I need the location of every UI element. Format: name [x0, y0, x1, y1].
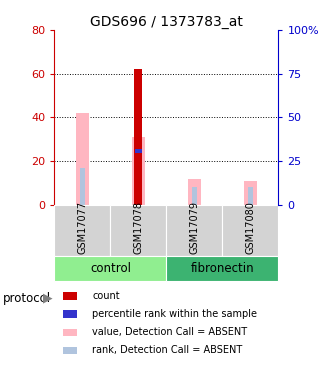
Text: rank, Detection Call = ABSENT: rank, Detection Call = ABSENT — [92, 345, 243, 355]
Text: percentile rank within the sample: percentile rank within the sample — [92, 309, 258, 319]
Bar — [110, 205, 166, 256]
Bar — [76, 113, 89, 205]
Bar — [248, 188, 253, 205]
Text: GSM17080: GSM17080 — [245, 201, 255, 254]
Bar — [54, 256, 166, 281]
Text: value, Detection Call = ABSENT: value, Detection Call = ABSENT — [92, 327, 248, 337]
Bar — [63, 347, 77, 354]
Bar — [63, 328, 77, 336]
Bar — [222, 205, 278, 256]
Bar — [54, 205, 110, 256]
Bar — [166, 256, 278, 281]
Bar — [188, 179, 201, 205]
Text: GSM17078: GSM17078 — [133, 201, 143, 254]
Text: GSM17077: GSM17077 — [77, 201, 87, 254]
Text: GSM17079: GSM17079 — [189, 201, 199, 254]
Bar — [132, 137, 145, 205]
Bar — [63, 310, 77, 318]
Bar — [166, 205, 222, 256]
Bar — [135, 148, 142, 153]
Bar — [134, 69, 142, 205]
Bar — [80, 168, 85, 205]
Text: ▶: ▶ — [43, 292, 53, 304]
Text: fibronectin: fibronectin — [191, 262, 254, 275]
Bar — [192, 188, 197, 205]
Text: count: count — [92, 291, 120, 301]
Text: protocol: protocol — [3, 292, 51, 304]
Bar — [244, 181, 257, 205]
Bar — [63, 292, 77, 300]
Text: control: control — [90, 262, 131, 275]
Title: GDS696 / 1373783_at: GDS696 / 1373783_at — [90, 15, 243, 29]
